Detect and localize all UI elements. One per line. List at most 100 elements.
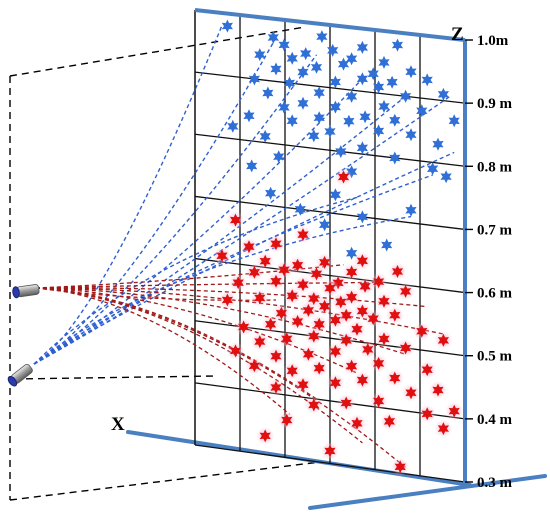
red-droplet-marker <box>259 429 271 443</box>
z-tick-label: 0.6 m <box>477 286 513 302</box>
projection-line <box>9 26 306 77</box>
x-axis-label: X <box>111 414 125 435</box>
red-droplet-marker <box>297 228 309 242</box>
red-droplet-marker <box>324 444 336 458</box>
red-droplet-marker <box>359 279 371 293</box>
upper-nozzle <box>12 284 40 299</box>
blue-droplet-marker <box>343 114 355 128</box>
red-droplet-marker <box>373 394 385 408</box>
red-droplet-marker <box>286 364 298 378</box>
wall-grid-horizontal <box>194 257 466 294</box>
red-droplet-marker <box>248 359 260 373</box>
lower-nozzle <box>7 363 33 387</box>
red-trajectory <box>35 287 290 415</box>
red-droplet-marker <box>297 278 309 292</box>
blue-trajectory <box>33 25 223 365</box>
red-droplet-marker <box>281 332 293 346</box>
blue-droplet-marker <box>221 19 233 33</box>
blue-droplet-marker <box>373 124 385 138</box>
red-droplet-marker <box>229 344 242 358</box>
red-droplet-marker <box>281 413 293 427</box>
red-droplet-marker <box>313 361 325 375</box>
red-droplet-marker <box>389 371 401 385</box>
z-tick-label: 0.3 m <box>477 475 513 491</box>
blue-droplet-marker <box>316 30 328 44</box>
red-droplet-marker <box>216 249 228 263</box>
blue-droplet-marker <box>278 100 290 114</box>
blue-droplet-marker <box>243 109 255 123</box>
red-droplet-marker <box>346 265 358 279</box>
red-droplet-marker <box>340 333 352 347</box>
red-droplet-marker <box>302 347 314 361</box>
z-tick-label: 0.4 m <box>477 412 513 428</box>
blue-droplet-marker <box>248 72 260 86</box>
blue-droplet-marker <box>246 159 258 173</box>
blue-trajectory <box>33 151 455 365</box>
red-droplet-marker <box>340 396 352 410</box>
blue-droplet-marker <box>440 170 452 184</box>
blue-droplet-marker <box>278 38 290 52</box>
red-droplet-marker <box>356 254 368 268</box>
red-droplet-marker <box>367 312 379 326</box>
blue-droplet-marker <box>389 113 401 127</box>
blue-droplet-marker <box>356 72 368 86</box>
blue-droplet-marker <box>267 30 279 44</box>
blue-droplet-marker <box>313 86 325 100</box>
red-droplet-marker <box>346 290 358 304</box>
wall-grid-horizontal <box>194 444 466 483</box>
blue-droplet-marker <box>346 165 358 179</box>
red-droplet-marker <box>229 213 242 227</box>
red-droplet-marker <box>448 404 460 418</box>
z-tick-label: 1.0m <box>477 33 509 49</box>
red-droplet-marker <box>437 422 449 436</box>
red-droplet-marker <box>391 265 404 278</box>
blue-droplet-marker <box>405 203 417 217</box>
red-droplet-marker <box>378 332 390 346</box>
blue-droplet-marker <box>389 151 401 165</box>
red-droplet-marker <box>292 315 304 328</box>
red-droplet-marker <box>221 293 233 307</box>
blue-trajectory <box>33 196 358 365</box>
blue-droplet-marker <box>335 145 347 159</box>
red-droplet-marker <box>270 237 282 251</box>
red-trajectory <box>35 264 344 289</box>
blue-droplet-marker <box>386 75 398 89</box>
red-trajectory <box>35 287 277 301</box>
blue-droplet-marker <box>283 76 296 90</box>
red-droplet-marker <box>278 263 290 277</box>
blue-trajectory <box>33 215 412 365</box>
blue-droplet-marker <box>308 129 320 143</box>
red-droplet-marker <box>332 276 344 290</box>
ground-axes <box>126 430 547 510</box>
red-droplet-marker <box>329 313 341 327</box>
blue-droplet-marker <box>329 100 341 114</box>
droplet-markers <box>213 19 464 476</box>
red-droplet-marker <box>337 170 350 184</box>
red-droplet-marker <box>351 322 363 336</box>
blue-droplet-marker <box>294 202 306 216</box>
blue-droplet-marker <box>265 186 277 200</box>
red-trajectory <box>35 287 406 355</box>
red-droplet-marker <box>405 386 417 400</box>
blue-droplet-marker <box>378 55 390 69</box>
blue-droplet-marker <box>286 114 298 128</box>
red-droplet-marker <box>340 308 352 322</box>
red-droplet-marker <box>286 289 298 303</box>
red-trajectory <box>35 287 425 308</box>
blue-droplet-marker <box>346 89 358 103</box>
blue-droplet-marker <box>367 67 379 81</box>
blue-droplet-marker <box>273 150 285 164</box>
red-droplet-marker <box>432 383 444 397</box>
red-droplet-marker <box>275 306 287 320</box>
red-droplet-marker <box>389 308 401 322</box>
red-trajectory <box>35 287 444 335</box>
blue-droplet-marker <box>356 210 368 224</box>
blue-droplet-marker <box>400 89 412 103</box>
y-axis-line <box>308 474 547 510</box>
blue-trajectory <box>33 78 363 365</box>
blue-droplet-marker <box>448 114 460 128</box>
red-droplet-marker <box>254 291 266 305</box>
red-droplet-marker <box>270 380 282 394</box>
z-axis-label: Z <box>451 24 464 45</box>
blue-droplet-marker <box>437 87 449 101</box>
